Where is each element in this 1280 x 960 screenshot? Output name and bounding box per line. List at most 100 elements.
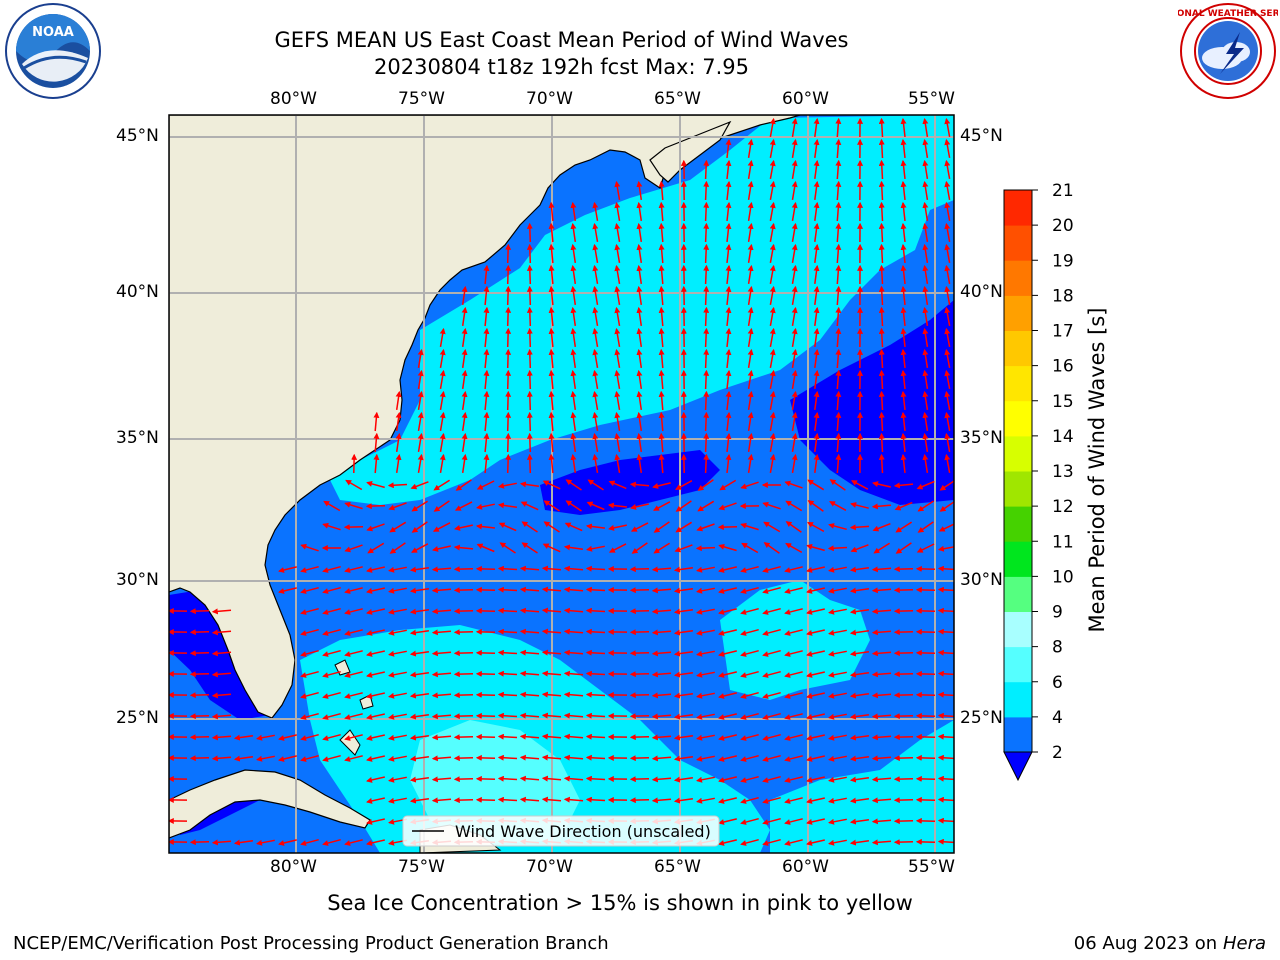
wind-wave-arrow <box>651 608 672 615</box>
wind-wave-arrow <box>762 628 781 636</box>
footer-credit: NCEP/EMC/Verification Post Processing Pr… <box>13 933 609 954</box>
wind-wave-arrow <box>439 327 446 348</box>
wind-wave-arrow <box>703 222 710 243</box>
colorbar-segment <box>1004 260 1032 296</box>
wind-wave-arrow <box>944 327 951 348</box>
wind-wave-arrow <box>922 117 929 138</box>
colorbar-tick-label: 11 <box>1052 532 1074 552</box>
wind-wave-arrow <box>762 817 781 825</box>
wind-wave-arrow <box>944 453 951 474</box>
wind-wave-arrow <box>944 306 951 327</box>
wind-wave-arrow <box>366 776 385 783</box>
wind-wave-arrow <box>409 776 430 783</box>
wind-wave-arrow <box>769 432 776 453</box>
wind-wave-arrow <box>395 390 402 411</box>
wind-wave-arrow <box>917 500 934 512</box>
wind-wave-arrow <box>813 222 820 243</box>
wind-wave-arrow <box>769 201 776 222</box>
wind-wave-arrow <box>497 796 518 803</box>
land-north-america <box>169 115 801 719</box>
wind-wave-arrow <box>740 481 759 490</box>
wind-wave-arrow <box>585 523 605 530</box>
colorbar-tick-label: 6 <box>1052 673 1063 693</box>
wind-wave-arrow <box>344 713 363 720</box>
wind-wave-arrow <box>585 691 606 698</box>
wind-wave-arrow <box>395 453 402 474</box>
wind-wave-arrow <box>608 480 627 490</box>
wind-wave-arrow <box>871 776 892 783</box>
wind-wave-arrow <box>570 264 577 285</box>
footer-date: 06 Aug 2023 on Hera <box>1074 933 1266 954</box>
wind-wave-arrow <box>585 754 606 761</box>
wind-wave-arrow <box>871 818 892 825</box>
wind-wave-arrow <box>300 733 319 741</box>
wind-wave-arrow <box>762 501 781 510</box>
wind-wave-arrow <box>673 587 694 594</box>
wind-wave-arrow <box>614 390 621 411</box>
wind-wave-arrow <box>636 264 643 285</box>
wind-wave-arrow <box>944 390 951 411</box>
wind-wave-arrow <box>614 453 621 474</box>
wind-wave-arrow <box>636 348 643 369</box>
wind-wave-arrow <box>922 201 929 222</box>
wind-wave-arrow <box>835 348 842 369</box>
wind-wave-arrow <box>806 755 825 762</box>
wind-wave-arrow <box>653 542 671 554</box>
wind-wave-arrow <box>497 775 518 782</box>
wind-wave-arrow <box>747 222 754 243</box>
lon-label-bottom-55w: 55°W <box>908 857 955 877</box>
wind-wave-arrow <box>695 545 716 552</box>
wind-wave-arrow <box>433 479 451 491</box>
wind-wave-arrow <box>944 369 951 390</box>
wind-wave-arrow <box>725 138 732 158</box>
wind-wave-arrow <box>813 306 820 327</box>
lon-label-bottom-65w: 65°W <box>654 857 701 877</box>
wind-wave-arrow <box>366 480 385 489</box>
wind-wave-arrow <box>696 671 715 678</box>
wind-wave-arrow <box>769 348 776 369</box>
wind-wave-arrow <box>673 671 694 678</box>
wind-wave-arrow <box>592 201 599 222</box>
wind-wave-arrow <box>696 566 715 573</box>
wind-wave-arrow <box>431 755 452 762</box>
wind-wave-arrow <box>586 545 605 552</box>
wind-wave-arrow <box>658 222 665 243</box>
wind-wave-arrow <box>813 327 820 348</box>
wind-wave-arrow <box>365 503 386 510</box>
wind-wave-arrow <box>878 264 885 285</box>
wind-wave-arrow <box>725 201 732 221</box>
wind-wave-arrow <box>475 523 495 530</box>
wind-wave-arrow <box>871 650 892 657</box>
wind-wave-arrow <box>747 180 754 201</box>
wind-wave-arrow <box>636 285 643 306</box>
wind-wave-arrow <box>344 587 363 594</box>
wind-wave-arrow <box>570 453 577 474</box>
wind-wave-arrow <box>519 565 540 572</box>
wind-wave-arrow <box>629 692 650 699</box>
footer-machine: Hera <box>1222 933 1266 954</box>
wind-wave-arrow <box>944 411 951 432</box>
wind-wave-arrow <box>725 453 732 473</box>
wind-wave-arrow <box>431 797 452 804</box>
wind-wave-arrow <box>366 566 385 573</box>
wind-wave-arrow <box>548 348 555 369</box>
wind-wave-arrow <box>769 222 776 243</box>
wind-wave-arrow <box>367 542 385 554</box>
wind-wave-arrow <box>592 327 599 348</box>
wind-wave-arrow <box>256 734 275 741</box>
wind-wave-arrow <box>570 432 577 453</box>
wind-wave-arrow <box>366 523 385 532</box>
wind-wave-arrow <box>747 348 754 369</box>
wind-wave-arrow <box>835 369 842 390</box>
wind-wave-arrow <box>785 521 802 533</box>
wind-wave-arrow <box>651 713 672 720</box>
wind-wave-arrow <box>747 243 754 264</box>
wind-wave-arrow <box>851 480 869 490</box>
wind-wave-arrow <box>747 285 754 306</box>
wind-wave-arrow <box>703 306 710 327</box>
wind-wave-arrow <box>542 480 561 490</box>
wind-wave-arrow <box>900 117 907 137</box>
wind-wave-arrow <box>849 839 870 846</box>
wind-wave-arrow <box>741 542 759 554</box>
